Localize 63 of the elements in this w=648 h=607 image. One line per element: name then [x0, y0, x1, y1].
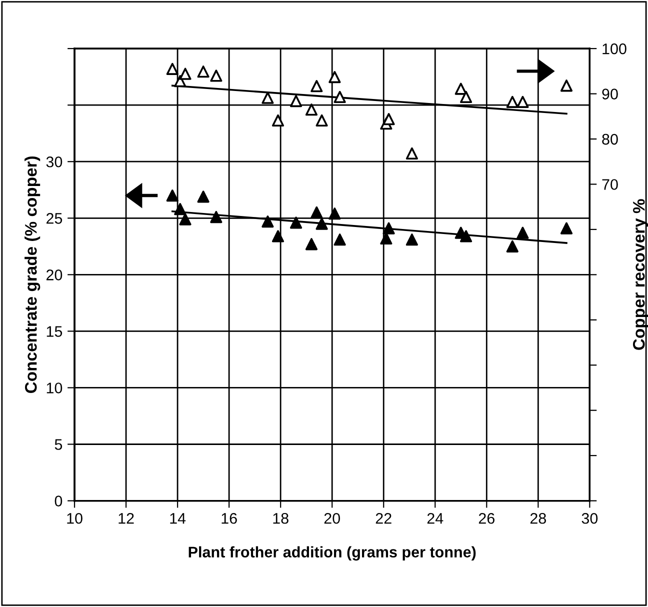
point [179, 213, 192, 226]
y2-tick-label: 100 [602, 43, 626, 54]
point [210, 70, 222, 82]
y2-tick-label: 80 [602, 134, 618, 145]
point [334, 234, 346, 246]
point [334, 90, 346, 103]
y-tick-label: 10 [46, 382, 62, 394]
x-tick-label: 16 [222, 512, 237, 524]
y-tick-label: 20 [46, 270, 62, 280]
point [316, 114, 328, 127]
x-tick-label: 30 [582, 512, 598, 524]
point [560, 222, 573, 234]
point [382, 222, 395, 234]
x-tick-label: 22 [376, 512, 392, 524]
y-axis-title: Concentrate grade (% copper) [24, 156, 40, 393]
point [406, 234, 418, 246]
point [272, 114, 284, 127]
x-tick-label: 28 [530, 512, 546, 524]
y2-tick-label: 70 [602, 179, 618, 190]
y-tick-label: 0 [54, 496, 62, 506]
point [262, 215, 274, 228]
point [316, 218, 328, 230]
point [382, 113, 395, 126]
point [506, 96, 518, 108]
x-tick-label: 14 [170, 513, 186, 524]
point [290, 94, 302, 108]
point [516, 226, 529, 239]
x-tick-label: 18 [273, 512, 288, 524]
point [328, 208, 341, 220]
point [328, 70, 341, 84]
y-tick-label: 5 [54, 439, 62, 450]
point [197, 66, 210, 78]
y2-axis-title: Copper recovery % [632, 199, 648, 350]
point [460, 90, 472, 103]
y-tick-label: 15 [46, 326, 62, 337]
point [460, 230, 472, 242]
point [174, 203, 186, 216]
point [210, 210, 222, 224]
point [516, 96, 529, 108]
point [406, 147, 418, 160]
point [305, 104, 318, 116]
point [305, 238, 318, 250]
x-tick-label: 12 [118, 512, 134, 524]
y-tick-label: 30 [46, 156, 62, 168]
x-tick-label: 26 [478, 512, 494, 524]
point [179, 68, 192, 80]
x-tick-label: 20 [324, 512, 340, 524]
point [197, 190, 210, 203]
y2-tick-label: 90 [602, 88, 618, 100]
point [454, 82, 467, 95]
point [272, 230, 284, 242]
point [310, 206, 323, 219]
x-tick-label: 24 [427, 512, 444, 524]
point [166, 189, 178, 202]
point [262, 92, 274, 104]
point [290, 216, 302, 229]
point [310, 80, 323, 92]
y-tick-label: 25 [46, 213, 62, 224]
point [560, 80, 573, 92]
point [166, 62, 178, 75]
x-axis-title: Plant frother addition (grams per tonne) [188, 546, 476, 561]
x-tick-label: 10 [67, 512, 82, 524]
point [506, 240, 518, 252]
